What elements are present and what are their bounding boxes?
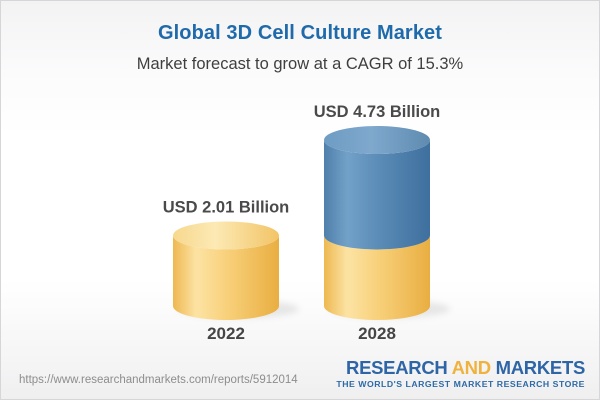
logo-word-markets: MARKETS [495, 356, 586, 378]
chart-subtitle: Market forecast to grow at a CAGR of 15.… [136, 55, 464, 73]
chart-title: Global 3D Cell Culture Market [157, 22, 443, 44]
cylinder-2022-top [173, 221, 279, 250]
footer: https://www.researchandmarkets.com/repor… [19, 356, 586, 390]
logo-word-and: AND [451, 356, 491, 378]
cylinder-2028-top [324, 126, 430, 154]
value-label-2022: USD 2.01 Billion [163, 198, 290, 216]
logo-word-research: RESEARCH [346, 356, 448, 378]
chart-header: Global 3D Cell Culture Market Market for… [1, 22, 599, 74]
research-and-markets-logo: RESEARCH AND MARKETS THE WORLD'S LARGEST… [336, 356, 586, 390]
cylinder-bar-chart: USD 2.01 Billion USD 4.73 Billion 2022 2… [1, 86, 599, 346]
cylinder-2028-base-segment [324, 235, 430, 320]
report-url: https://www.researchandmarkets.com/repor… [19, 374, 298, 386]
year-label-2028: 2028 [358, 324, 396, 343]
value-label-2028: USD 4.73 Billion [314, 103, 441, 121]
year-label-2022: 2022 [207, 324, 245, 343]
cylinder-2022-body [173, 235, 279, 320]
logo-wordmark: RESEARCH AND MARKETS [336, 356, 586, 378]
cylinder-2028-growth-segment [324, 140, 430, 250]
logo-tagline: THE WORLD'S LARGEST MARKET RESEARCH STOR… [336, 379, 585, 390]
